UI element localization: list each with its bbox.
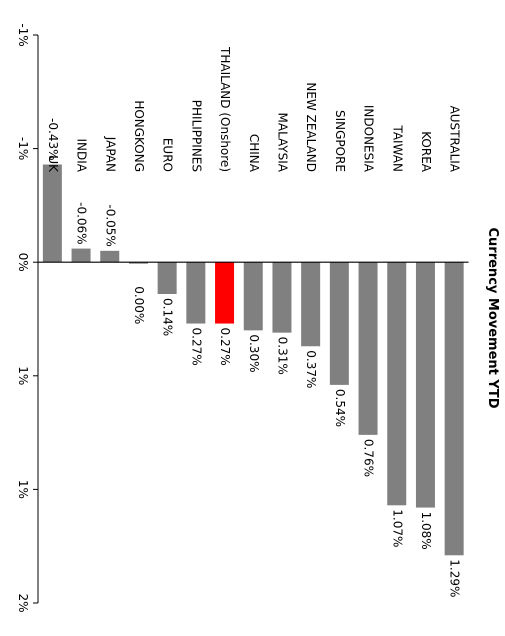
bar xyxy=(387,262,407,506)
tick-label: 0% xyxy=(16,253,30,272)
chart-title: Currency Movement YTD xyxy=(485,228,500,409)
bar xyxy=(157,262,177,295)
category-label: CHINA xyxy=(247,134,261,173)
tick-label: -1% xyxy=(16,137,30,160)
bar xyxy=(272,262,292,333)
bar xyxy=(100,250,120,263)
category-label: TAIWAN xyxy=(390,124,404,172)
bar xyxy=(444,262,464,556)
category-label: INDIA xyxy=(75,138,89,172)
tick-label: 2% xyxy=(16,593,30,612)
data-label: 1.08% xyxy=(419,512,433,550)
data-label: 0.14% xyxy=(161,298,175,336)
data-label: 0.30% xyxy=(247,334,261,372)
category-label: MALAYSIA xyxy=(275,113,289,173)
data-label: 1.07% xyxy=(390,509,404,547)
category-label: HONGKONG xyxy=(132,100,146,172)
data-label: -0.43% xyxy=(46,118,60,160)
tick-label: 1% xyxy=(16,480,30,499)
bar xyxy=(215,262,235,324)
category-label: EURO xyxy=(161,138,175,172)
bar xyxy=(415,262,435,508)
data-label: -0.05% xyxy=(103,204,117,246)
data-label: 1.29% xyxy=(448,559,462,597)
data-label: 0.27% xyxy=(189,328,203,366)
tick-label: 1% xyxy=(16,366,30,385)
bar xyxy=(243,262,263,331)
category-label: NEW ZEALAND xyxy=(304,82,318,172)
bar xyxy=(42,164,62,263)
data-label: -0.06% xyxy=(75,202,89,244)
category-label: THAILAND (Onshore) xyxy=(218,46,232,172)
category-label: AUSTRALIA xyxy=(448,106,462,173)
category-label: PHILIPPINES xyxy=(189,100,203,172)
data-label: 0.37% xyxy=(304,350,318,388)
category-label: JAPAN xyxy=(103,136,117,172)
bar xyxy=(71,248,91,263)
bar xyxy=(186,262,206,324)
bar xyxy=(301,262,321,347)
category-label: SINGPORE xyxy=(333,110,347,172)
category-label: INDONESIA xyxy=(362,105,376,173)
category-label: KOREA xyxy=(419,131,433,173)
data-label: 0.31% xyxy=(275,337,289,375)
data-label: 0.54% xyxy=(333,389,347,427)
category-label: UK xyxy=(46,155,60,173)
bar xyxy=(358,262,378,435)
data-label: 0.00% xyxy=(132,286,146,324)
data-label: 0.76% xyxy=(362,439,376,477)
tick-label: -1% xyxy=(16,23,30,46)
data-label: 0.27% xyxy=(218,328,232,366)
bar xyxy=(329,262,349,385)
